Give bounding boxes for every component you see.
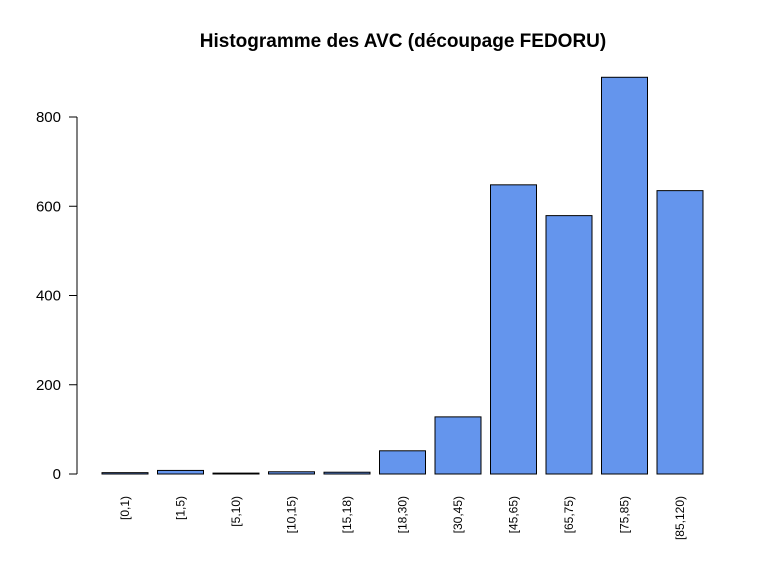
- bar: [323, 471, 371, 475]
- y-tick-label: 0: [53, 466, 61, 483]
- bar: [545, 215, 593, 475]
- x-tick-label: [65,75): [562, 496, 576, 533]
- bar: [379, 450, 426, 475]
- x-tick-label: [0,1): [118, 496, 132, 520]
- x-tick-label: [45,65): [507, 496, 521, 533]
- y-axis: 0 200 400 600 800: [36, 109, 78, 483]
- x-tick-label: [1,5): [174, 496, 188, 520]
- x-tick-label: [18,30): [396, 496, 410, 533]
- bar: [601, 76, 648, 475]
- y-tick-label: 400: [36, 288, 61, 305]
- chart-title: Histogramme des AVC (découpage FEDORU): [200, 31, 606, 52]
- bar: [212, 472, 260, 475]
- bar: [656, 190, 704, 475]
- x-tick-label: [85,120): [673, 496, 687, 540]
- x-tick-label: [75,85): [618, 496, 632, 533]
- bar: [434, 416, 482, 475]
- y-tick-label: 600: [36, 198, 61, 215]
- category-labels: [0,1) [1,5) [5,10) [10,15) [15,18) [18,30) [30…: [118, 496, 687, 540]
- bar: [490, 184, 537, 475]
- x-tick-label: [30,45): [451, 496, 465, 533]
- y-tick-label: 200: [36, 377, 61, 394]
- bar: [157, 469, 204, 475]
- bar: [268, 471, 315, 475]
- x-tick-label: [5,10): [229, 496, 243, 527]
- x-tick-label: [15,18): [340, 496, 354, 533]
- bars-group: [101, 76, 704, 475]
- bar: [101, 472, 149, 475]
- y-tick-label: 800: [36, 109, 61, 126]
- x-tick-label: [10,15): [285, 496, 299, 533]
